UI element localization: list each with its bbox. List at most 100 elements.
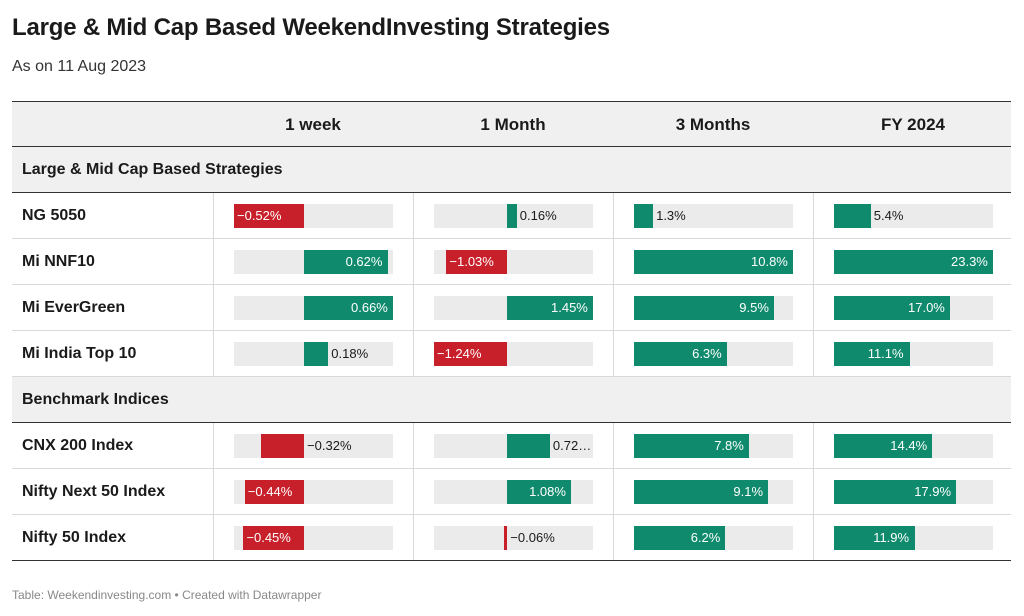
value-bar	[834, 296, 950, 320]
bar-track: 6.3%	[634, 342, 793, 366]
value-bar	[507, 434, 550, 458]
bar-track: 7.8%	[634, 434, 793, 458]
footer-credit: Table: Weekendinvesting.com • Created wi…	[12, 588, 322, 602]
bar-track: −1.03%	[434, 250, 593, 274]
value-label: 9.5%	[739, 300, 769, 315]
page-title: Large & Mid Cap Based WeekendInvesting S…	[12, 14, 610, 41]
bar-track: −0.32%	[234, 434, 393, 458]
table-row: NG 5050 −0.52% 0.16% 1.3% 5.4%	[12, 193, 1011, 239]
bar-cell: 10.8%	[613, 239, 813, 284]
value-bar	[234, 204, 305, 228]
bar-cell: −0.32%	[213, 423, 413, 468]
bar-track: 23.3%	[834, 250, 993, 274]
value-label: 17.0%	[908, 300, 945, 315]
value-label: 6.3%	[692, 346, 722, 361]
bar-track: 0.18%	[234, 342, 393, 366]
bar-track: 14.4%	[834, 434, 993, 458]
value-label: 1.08%	[529, 484, 566, 499]
bar-cell: 1.3%	[613, 193, 813, 238]
value-label: 1.3%	[656, 208, 686, 223]
table-row: Nifty 50 Index −0.45% −0.06% 6.2% 11.9%	[12, 515, 1011, 561]
bar-track: 0.16%	[434, 204, 593, 228]
row-label: Mi NNF10	[22, 253, 95, 270]
bar-cell: −0.44%	[213, 469, 413, 514]
value-label: −0.32%	[307, 438, 352, 453]
value-label: 14.4%	[890, 438, 928, 453]
value-bar	[304, 296, 393, 320]
value-bar	[503, 526, 508, 550]
value-bar	[243, 526, 304, 550]
value-label: 0.66%	[351, 300, 388, 315]
bar-track: −0.45%	[234, 526, 393, 550]
group-header-row: Benchmark Indices	[12, 377, 1011, 423]
value-bar	[507, 480, 572, 504]
bar-cell: 9.5%	[613, 285, 813, 330]
bar-track: 9.1%	[634, 480, 793, 504]
value-label: 0.18%	[331, 346, 369, 361]
column-header: 1 week	[285, 115, 341, 134]
bar-cell: −1.03%	[413, 239, 613, 284]
bar-track: −0.06%	[434, 526, 593, 550]
value-bar	[304, 250, 388, 274]
column-header: 1 Month	[480, 115, 546, 134]
bar-track: 6.2%	[634, 526, 793, 550]
bar-track: 17.0%	[834, 296, 993, 320]
row-label: Mi India Top 10	[22, 345, 137, 362]
value-label: 10.8%	[751, 254, 788, 269]
page-subtitle: As on 11 Aug 2023	[12, 58, 147, 75]
bar-cell: 0.62%	[213, 239, 413, 284]
row-label: NG 5050	[22, 207, 87, 224]
bar-cell: 11.1%	[813, 331, 1013, 376]
value-bar	[260, 434, 304, 458]
group-header-row: Large & Mid Cap Based Strategies	[12, 147, 1011, 193]
value-label: 11.1%	[867, 346, 904, 361]
bar-cell: −1.24%	[413, 331, 613, 376]
bar-cell: 0.16%	[413, 193, 613, 238]
table-row: Nifty Next 50 Index −0.44% 1.08% 9.1% 17.9%	[12, 469, 1011, 515]
value-bar	[834, 526, 916, 550]
value-label: 9.1%	[733, 484, 764, 499]
value-label: −0.52%	[237, 208, 282, 223]
bar-cell: 23.3%	[813, 239, 1013, 284]
value-label: −0.44%	[247, 484, 293, 499]
value-bar	[634, 342, 727, 366]
bar-cell: −0.52%	[213, 193, 413, 238]
bar-track: −0.52%	[234, 204, 393, 228]
bar-track: 5.4%	[834, 204, 993, 228]
bar-cell: 5.4%	[813, 193, 1013, 238]
bar-track: 0.72…	[434, 434, 593, 458]
bar-track: 17.9%	[834, 480, 993, 504]
value-bar	[834, 204, 871, 228]
bar-track: −0.44%	[234, 480, 393, 504]
value-bar	[834, 434, 933, 458]
value-bar	[634, 204, 654, 228]
bar-cell: 0.18%	[213, 331, 413, 376]
bar-cell: 1.08%	[413, 469, 613, 514]
value-label: 0.62%	[345, 254, 383, 269]
bar-track: 1.3%	[634, 204, 793, 228]
value-bar	[634, 480, 768, 504]
value-label: 7.8%	[714, 438, 744, 453]
bar-track: 0.66%	[234, 296, 393, 320]
value-label: 0.72…	[552, 438, 592, 453]
row-label: Nifty Next 50 Index	[22, 483, 166, 500]
value-label: 5.4%	[873, 208, 904, 223]
column-header: 3 Months	[675, 115, 751, 134]
bar-cell: 0.66%	[213, 285, 413, 330]
bar-cell: 14.4%	[813, 423, 1013, 468]
row-label: CNX 200 Index	[22, 437, 134, 454]
table-row: Mi India Top 10 0.18% −1.24% 6.3% 11.1%	[12, 331, 1011, 377]
data-table: 1 week 1 Month 3 Months FY 2024 Large & Mid …	[12, 101, 1011, 561]
value-bar	[834, 250, 993, 274]
group-label: Large & Mid Cap Based Strategies	[22, 161, 283, 178]
value-bar	[446, 250, 508, 274]
bar-track: −1.24%	[434, 342, 593, 366]
bar-cell: 6.2%	[613, 515, 813, 560]
bar-cell: 9.1%	[613, 469, 813, 514]
value-bar	[834, 480, 957, 504]
bar-cell: 0.72…	[413, 423, 613, 468]
value-label: 0.16%	[519, 208, 557, 223]
bar-track: 0.62%	[234, 250, 393, 274]
value-label: 1.45%	[551, 300, 588, 315]
bar-track: 10.8%	[634, 250, 793, 274]
